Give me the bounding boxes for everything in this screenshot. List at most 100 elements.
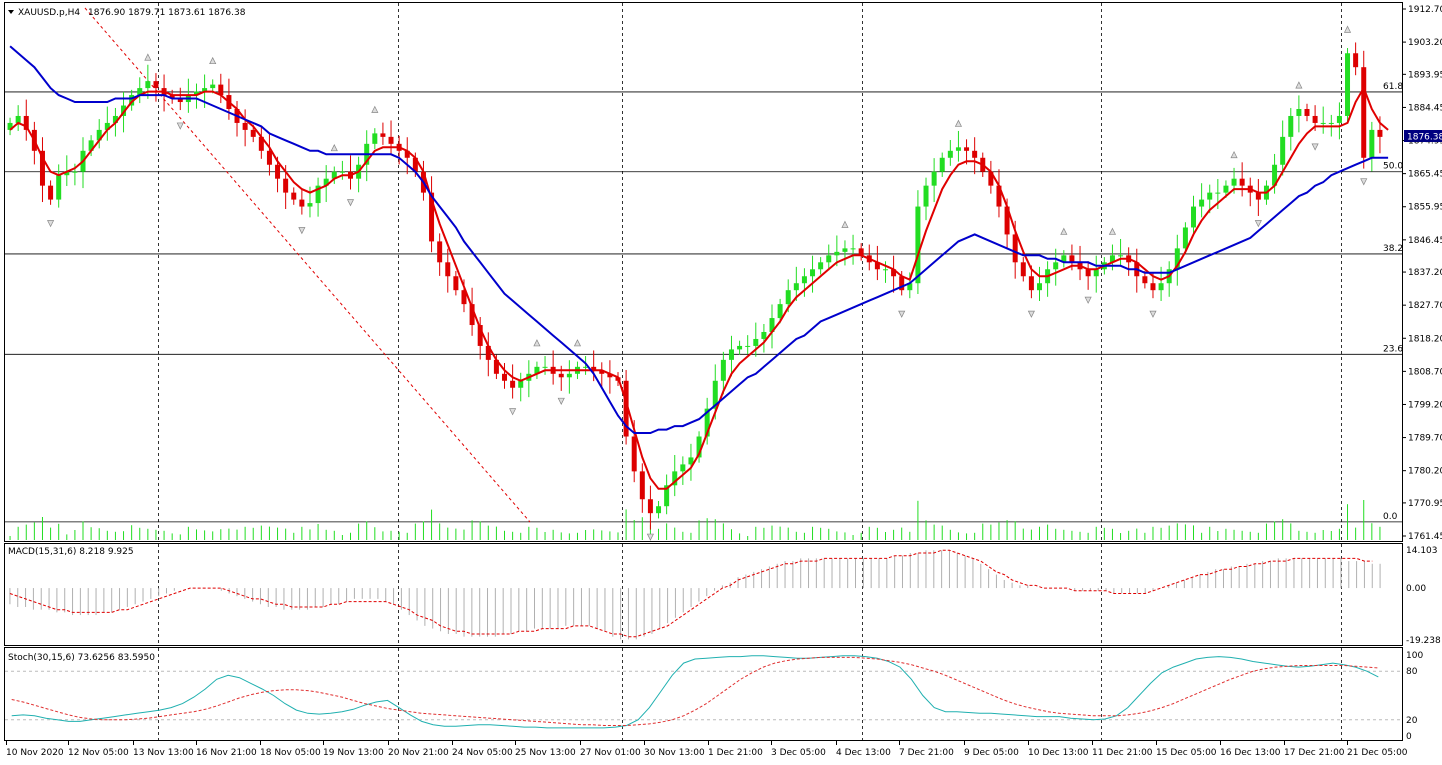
- candle-body: [1037, 283, 1042, 291]
- price-tick-label: 1808.70: [1408, 367, 1442, 377]
- time-tick-label: 16 Dec 13:00: [1220, 748, 1281, 758]
- fractal-up-arrow: [371, 105, 379, 113]
- candle-body: [931, 171, 937, 186]
- macd-signal-line: [9, 549, 1373, 638]
- candle-body: [810, 269, 816, 277]
- price-axis: 1912.701903.201893.951884.451874.951865.…: [1402, 5, 1442, 542]
- candle-body: [15, 115, 21, 123]
- candle-body: [1093, 269, 1099, 277]
- candle-body: [1118, 255, 1124, 257]
- candle-body: [599, 370, 605, 374]
- candle-body: [153, 81, 159, 89]
- time-tick-label: 3 Dec 05:00: [771, 748, 826, 758]
- macd-axis: 14.103 0.00 -19.238: [1406, 546, 1441, 646]
- candle-body: [647, 499, 653, 514]
- candle-body: [250, 129, 256, 137]
- time-tick-label: 17 Dec 21:00: [1284, 748, 1345, 758]
- stoch-tick-label: 20: [1406, 716, 1418, 726]
- stoch-panel-frame: [4, 647, 1403, 741]
- candle-body: [1296, 108, 1302, 116]
- candle-body: [583, 366, 589, 368]
- candle-body: [96, 129, 102, 141]
- candle-body: [907, 283, 913, 291]
- time-axis: 10 Nov 2020 12 Nov 05:00 13 Nov 13:00 16 No…: [6, 741, 1408, 758]
- fractal-up-arrow: [1230, 150, 1238, 159]
- fractal-down-arrow: [1311, 143, 1319, 151]
- candle-body: [1239, 178, 1245, 186]
- price-tick-label: 1827.70: [1408, 301, 1442, 311]
- candle-body: [915, 206, 921, 284]
- price-tick-label: 1837.20: [1408, 268, 1442, 278]
- time-tick-label: 13 Nov 13:00: [133, 748, 194, 758]
- price-tick-label: 1789.70: [1408, 434, 1442, 444]
- candle-body: [1361, 67, 1367, 158]
- fractal-up-arrow: [209, 56, 217, 65]
- candle-body: [429, 192, 435, 242]
- candle-body: [1053, 262, 1059, 270]
- candle-body: [283, 178, 289, 193]
- candle-body: [193, 91, 199, 96]
- macd-title: MACD(15,31,6) 8.218 9.925: [8, 547, 134, 557]
- price-tick-label: 1780.20: [1408, 467, 1442, 477]
- fractal-down-arrow: [47, 220, 55, 228]
- candle-body: [672, 471, 678, 486]
- candle-body: [680, 464, 686, 472]
- time-tick-label: 25 Nov 13:00: [515, 748, 576, 758]
- candle-body: [477, 325, 483, 346]
- candle-body: [704, 408, 710, 437]
- candle-body: [412, 157, 418, 172]
- candle-body: [137, 88, 143, 96]
- time-tick-label: 16 Nov 21:00: [196, 748, 257, 758]
- candle-body: [169, 95, 175, 99]
- fractal-down-arrow: [1084, 296, 1092, 304]
- candle-body: [1312, 115, 1318, 123]
- candle-body: [842, 248, 848, 252]
- candle-body: [112, 115, 118, 123]
- main-panel-frame: [4, 2, 1403, 542]
- stoch-indicator: [5, 655, 1402, 729]
- collapse-triangle-icon[interactable]: [8, 10, 14, 14]
- fractal-down-arrow: [1360, 178, 1368, 186]
- time-tick-label: 18 Nov 05:00: [260, 748, 321, 758]
- time-tick-label: 9 Dec 05:00: [964, 748, 1019, 758]
- candle-body: [502, 373, 508, 381]
- candle-body: [48, 185, 54, 200]
- candle-body: [850, 248, 856, 250]
- candle-body: [275, 164, 281, 179]
- price-tick-label: 1893.95: [1408, 70, 1442, 80]
- fractal-down-arrow: [898, 310, 906, 318]
- candle-body: [307, 203, 313, 207]
- fractal-down-arrow: [509, 408, 517, 416]
- candle-body: [1345, 53, 1351, 116]
- fractal-down-arrow: [557, 397, 565, 405]
- candle-body: [64, 171, 70, 176]
- candle-body: [882, 269, 888, 271]
- fractal-down-arrow: [1027, 310, 1035, 318]
- candle-body: [1012, 234, 1018, 263]
- candle-body: [88, 140, 94, 151]
- stoch-tick-label: 0: [1406, 732, 1412, 742]
- candle-body: [1231, 178, 1237, 186]
- candle-body: [1353, 53, 1359, 68]
- candle-body: [947, 150, 953, 158]
- candle-body: [1020, 262, 1026, 277]
- candle-body: [1085, 269, 1091, 277]
- current-price-tag: 1876.38: [1404, 130, 1442, 143]
- candle-body: [145, 81, 151, 89]
- candle-body: [1191, 206, 1197, 228]
- candle-body: [372, 133, 378, 144]
- candle-body: [696, 436, 702, 458]
- macd-tick-label: 14.103: [1406, 546, 1438, 556]
- fractal-down-arrow: [646, 533, 654, 541]
- candle-body: [1142, 276, 1148, 284]
- candle-body: [1158, 283, 1164, 291]
- chart-header: XAUUSD.p,H4 1876.90 1879.71 1873.61 1876…: [8, 8, 246, 18]
- stoch-tick-label: 100: [1406, 651, 1423, 661]
- candle-body: [331, 171, 337, 179]
- candle-body: [688, 457, 694, 465]
- candle-body: [388, 136, 394, 144]
- candle-body: [445, 262, 451, 277]
- fractal-down-arrow: [1254, 220, 1262, 228]
- price-tick-label: 1770.95: [1408, 499, 1442, 509]
- candle-body: [874, 262, 880, 270]
